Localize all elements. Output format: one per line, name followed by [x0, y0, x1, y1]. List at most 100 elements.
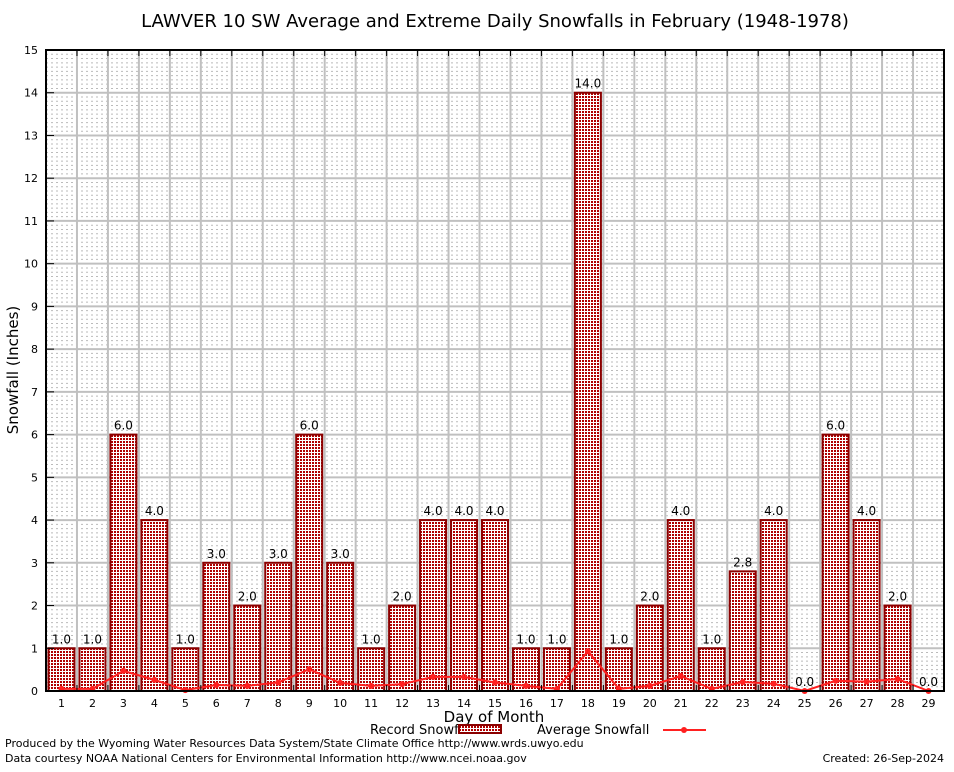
- record-data-label: 2.0: [393, 590, 412, 604]
- x-tick-label: 3: [120, 697, 127, 710]
- record-bar: [47, 647, 76, 692]
- record-bar: [635, 604, 664, 692]
- average-point: [522, 682, 529, 689]
- y-tick-label: 5: [31, 471, 38, 484]
- x-tick-label: 22: [705, 697, 719, 710]
- record-data-label: 1.0: [83, 632, 102, 646]
- record-data-label: 4.0: [485, 504, 504, 518]
- record-data-label: 4.0: [424, 504, 443, 518]
- y-tick-label: 6: [31, 429, 38, 442]
- x-tick-label: 26: [829, 697, 843, 710]
- footer-created: Created: 26-Sep-2024: [822, 752, 944, 765]
- x-tick-label: 15: [488, 697, 502, 710]
- legend-average-marker: [681, 727, 687, 733]
- y-tick-label: 11: [24, 215, 38, 228]
- record-data-label: 3.0: [207, 547, 226, 561]
- record-bar: [697, 647, 726, 692]
- record-bar: [450, 519, 479, 692]
- record-data-label: 1.0: [52, 632, 71, 646]
- x-tick-label: 6: [213, 697, 220, 710]
- legend-average-label: Average Snowfall: [537, 723, 649, 738]
- record-data-label: 1.0: [547, 632, 566, 646]
- record-data-label: 14.0: [575, 77, 602, 91]
- average-point: [461, 673, 468, 680]
- record-bar: [78, 647, 107, 692]
- x-tick-label: 23: [736, 697, 750, 710]
- x-tick-label: 19: [612, 697, 626, 710]
- record-bar: [388, 604, 417, 692]
- record-bar: [140, 519, 169, 692]
- record-data-label: 2.0: [888, 590, 907, 604]
- x-tick-label: 29: [922, 697, 936, 710]
- y-tick-label: 12: [24, 172, 38, 185]
- record-bar: [326, 561, 355, 692]
- x-axis-label: Day of Month: [444, 708, 545, 726]
- record-data-label: 1.0: [516, 632, 535, 646]
- x-tick-label: 5: [182, 697, 189, 710]
- x-tick-label: 20: [643, 697, 657, 710]
- average-point: [584, 648, 591, 655]
- x-tick-label: 1: [58, 697, 65, 710]
- record-bar: [666, 519, 695, 692]
- record-bar: [821, 433, 850, 692]
- record-bar: [759, 519, 788, 692]
- x-tick-label: 7: [244, 697, 251, 710]
- record-data-label: 0.0: [919, 675, 938, 689]
- record-bar: [202, 561, 231, 692]
- x-tick-label: 12: [395, 697, 409, 710]
- record-bar: [171, 647, 200, 692]
- average-point: [646, 682, 653, 689]
- x-tick-label: 28: [891, 697, 905, 710]
- average-point: [739, 679, 746, 686]
- y-tick-label: 3: [31, 557, 38, 570]
- average-point: [430, 673, 437, 680]
- average-point: [832, 677, 839, 684]
- record-data-label: 3.0: [269, 547, 288, 561]
- average-point: [306, 666, 313, 673]
- y-tick-label: 0: [31, 685, 38, 698]
- average-point: [151, 676, 158, 683]
- plot-frame: [45, 49, 945, 692]
- y-tick-label: 15: [24, 44, 38, 57]
- record-data-label: 4.0: [145, 504, 164, 518]
- x-tick-label: 24: [767, 697, 781, 710]
- y-tick-label: 13: [24, 129, 38, 142]
- x-tick-label: 18: [581, 697, 595, 710]
- average-point: [368, 682, 375, 689]
- record-data-label: 1.0: [362, 632, 381, 646]
- x-tick-label: 21: [674, 697, 688, 710]
- average-point: [213, 682, 220, 689]
- x-tick-label: 16: [519, 697, 533, 710]
- record-data-label: 4.0: [764, 504, 783, 518]
- x-tick-label: 27: [860, 697, 874, 710]
- average-point: [244, 682, 251, 689]
- record-bar: [109, 433, 138, 692]
- x-tick-label: 14: [457, 697, 471, 710]
- y-tick-label: 4: [31, 514, 38, 527]
- average-point: [399, 681, 406, 688]
- y-tick-label: 10: [24, 258, 38, 271]
- record-data-label: 2.0: [238, 590, 257, 604]
- record-bar: [604, 647, 633, 692]
- record-bar: [481, 519, 509, 692]
- x-tick-label: 17: [550, 697, 564, 710]
- average-point: [770, 680, 777, 687]
- x-tick-label: 4: [151, 697, 158, 710]
- chart-title: LAWVER 10 SW Average and Extreme Daily S…: [141, 11, 849, 32]
- average-point: [120, 667, 127, 674]
- record-data-label: 3.0: [331, 547, 350, 561]
- x-tick-label: 11: [364, 697, 378, 710]
- legend-record-swatch: [458, 724, 502, 734]
- record-data-label: 1.0: [176, 632, 195, 646]
- average-point: [677, 673, 684, 680]
- record-data-label: 1.0: [702, 632, 721, 646]
- average-point: [863, 678, 870, 685]
- x-tick-label: 8: [275, 697, 282, 710]
- y-tick-label: 9: [31, 300, 38, 313]
- y-axis-label: Snowfall (Inches): [4, 306, 22, 434]
- record-bar: [728, 570, 757, 693]
- x-tick-label: 13: [426, 697, 440, 710]
- record-data-label: 2.8: [733, 555, 752, 569]
- y-tick-label: 2: [31, 600, 38, 613]
